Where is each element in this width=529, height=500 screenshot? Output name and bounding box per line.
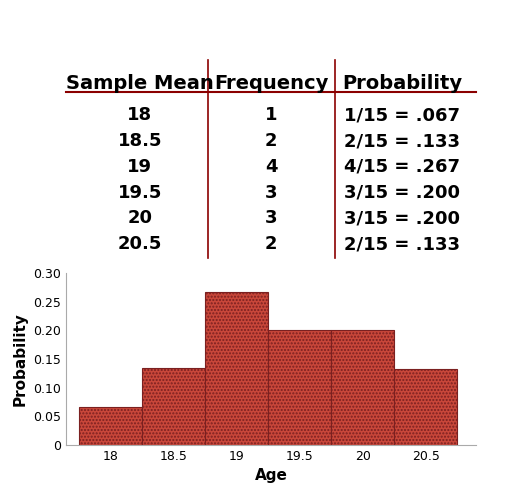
Text: Sample Mean: Sample Mean [66, 74, 214, 93]
Text: Probability: Probability [342, 74, 462, 93]
Text: 20.5: 20.5 [118, 235, 162, 253]
Text: 2/15 = .133: 2/15 = .133 [344, 132, 460, 150]
Text: 1/15 = .067: 1/15 = .067 [344, 106, 460, 124]
Text: 19.5: 19.5 [118, 184, 162, 202]
Text: 3: 3 [265, 184, 277, 202]
Text: 18: 18 [127, 106, 152, 124]
Bar [79, 406, 142, 445]
Text: 1: 1 [265, 106, 277, 124]
Bar [268, 330, 331, 445]
Text: 3/15 = .200: 3/15 = .200 [344, 210, 460, 228]
Bar [142, 368, 205, 445]
Text: 18.5: 18.5 [117, 132, 162, 150]
Text: 2: 2 [265, 235, 277, 253]
Text: 4/15 = .267: 4/15 = .267 [344, 158, 460, 176]
Y-axis label: Probability: Probability [13, 312, 28, 406]
Bar [331, 330, 394, 445]
Text: 19: 19 [127, 158, 152, 176]
Text: 2: 2 [265, 132, 277, 150]
Text: 4: 4 [265, 158, 277, 176]
Bar [205, 292, 268, 445]
Text: 3: 3 [265, 210, 277, 228]
Text: 2/15 = .133: 2/15 = .133 [344, 235, 460, 253]
Bar [394, 368, 457, 445]
Text: Frequency: Frequency [214, 74, 329, 93]
X-axis label: Age: Age [254, 468, 288, 483]
Text: 3/15 = .200: 3/15 = .200 [344, 184, 460, 202]
Text: 20: 20 [127, 210, 152, 228]
